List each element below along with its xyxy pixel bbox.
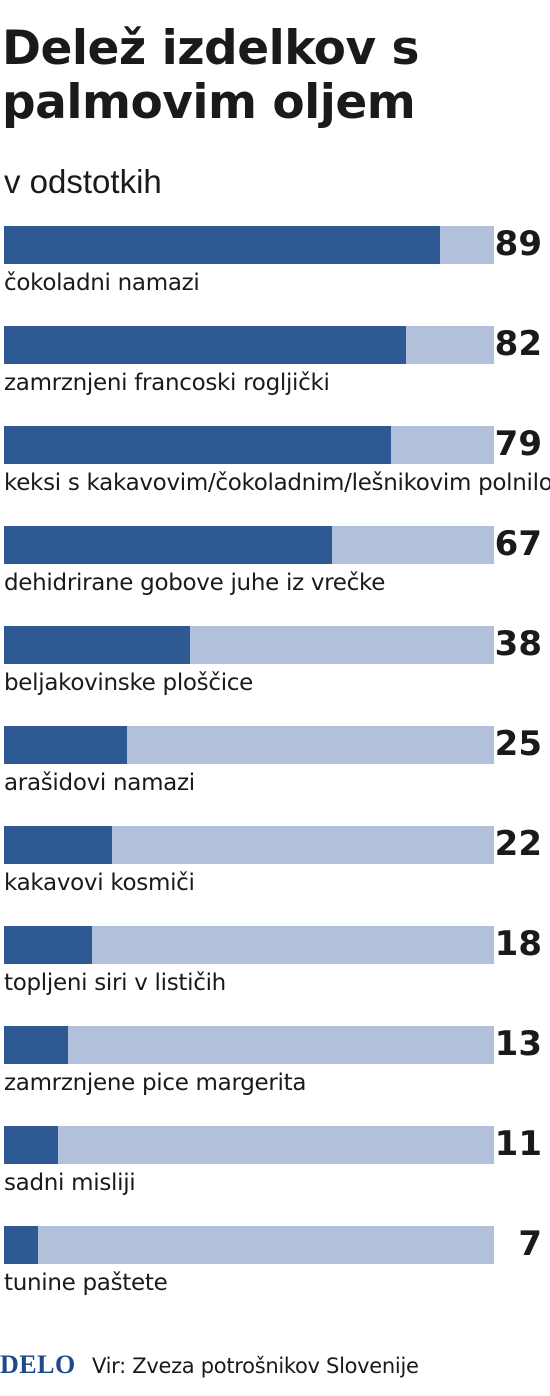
- category-label: topljeni siri v lističih: [4, 970, 226, 996]
- bar-track: [4, 626, 494, 664]
- category-label: beljakovinske ploščice: [4, 670, 253, 696]
- bar-row: 79 keksi s kakavovim/čokoladnim/lešnikovi…: [0, 424, 550, 526]
- bar-row: 13 zamrznjene pice margerita: [0, 1024, 550, 1126]
- bar: [4, 426, 391, 464]
- bar-track: [4, 1126, 494, 1164]
- bar-row: 38 beljakovinske ploščice: [0, 624, 550, 726]
- bar-row: 11 sadni misliji: [0, 1124, 550, 1226]
- bar-track: [4, 426, 494, 464]
- category-label: tunine paštete: [4, 1270, 168, 1296]
- category-label: keksi s kakavovim/čokoladnim/lešnikovim …: [4, 470, 550, 496]
- bar-row: 18 topljeni siri v lističih: [0, 924, 550, 1026]
- bar: [4, 726, 127, 764]
- source-note: Vir: Zveza potrošnikov Slovenije: [92, 1354, 419, 1378]
- bar: [4, 526, 332, 564]
- category-label: kakavovi kosmiči: [4, 870, 195, 896]
- bar-track: [4, 726, 494, 764]
- bar-value-label: 25: [494, 724, 542, 764]
- bar-value-label: 89: [494, 224, 542, 264]
- category-label: zamrznjeni francoski rogljički: [4, 370, 330, 396]
- category-label: sadni misliji: [4, 1170, 136, 1196]
- bar-track: [4, 826, 494, 864]
- bar-value-label: 79: [494, 424, 542, 464]
- bar: [4, 626, 190, 664]
- bar: [4, 826, 112, 864]
- category-label: zamrznjene pice margerita: [4, 1070, 307, 1096]
- bar-track: [4, 526, 494, 564]
- chart-subtitle: v odstotkih: [4, 163, 162, 200]
- chart-title: Delež izdelkov s palmovim oljem: [2, 21, 419, 130]
- bar-track: [4, 1226, 494, 1264]
- bar-track: [4, 226, 494, 264]
- bar-value-label: 18: [494, 924, 542, 964]
- bar-track: [4, 926, 494, 964]
- bar: [4, 1126, 58, 1164]
- bar-value-label: 82: [494, 324, 542, 364]
- bar-value-label: 7: [518, 1224, 542, 1264]
- bar-row: 7 tunine paštete: [0, 1224, 550, 1326]
- bar: [4, 1226, 38, 1264]
- bar: [4, 926, 92, 964]
- bar: [4, 1026, 68, 1064]
- bar-row: 25 arašidovi namazi: [0, 724, 550, 826]
- footer: DELO Vir: Zveza potrošnikov Slovenije: [0, 1348, 550, 1384]
- bar-value-label: 11: [494, 1124, 542, 1164]
- delo-logo: DELO: [0, 1350, 76, 1379]
- bar-value-label: 67: [494, 524, 542, 564]
- bar-value-label: 13: [494, 1024, 542, 1064]
- bar-row: 82 zamrznjeni francoski rogljički: [0, 324, 550, 426]
- bar-row: 67 dehidrirane gobove juhe iz vrečke: [0, 524, 550, 626]
- bar: [4, 326, 406, 364]
- bar-value-label: 22: [494, 824, 542, 864]
- category-label: arašidovi namazi: [4, 770, 195, 796]
- bar-value-label: 38: [494, 624, 542, 664]
- category-label: čokoladni namazi: [4, 270, 200, 296]
- bar-row: 22 kakavovi kosmiči: [0, 824, 550, 926]
- bar-track: [4, 1026, 494, 1064]
- bar: [4, 226, 440, 264]
- category-label: dehidrirane gobove juhe iz vrečke: [4, 570, 386, 596]
- bar-track: [4, 326, 494, 364]
- bar-row: 89 čokoladni namazi: [0, 224, 550, 326]
